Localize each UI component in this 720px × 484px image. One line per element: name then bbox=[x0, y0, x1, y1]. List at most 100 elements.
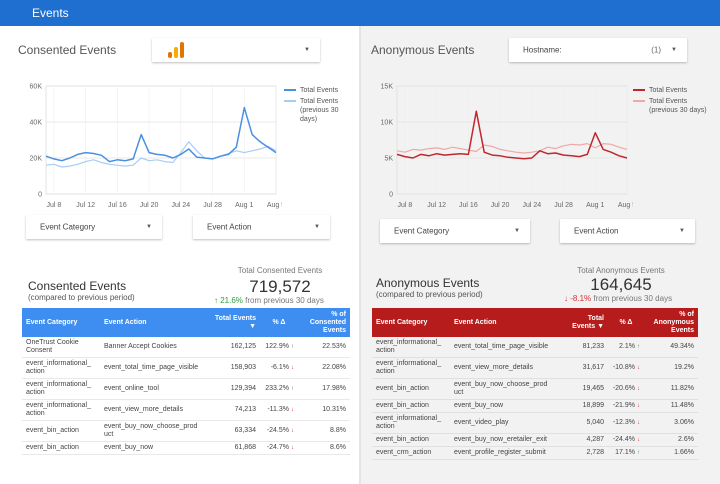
col-header-pct-of-events[interactable]: % of Consented Events bbox=[298, 308, 350, 337]
anonymous-metric-value: 164,645 bbox=[590, 275, 652, 294]
cell-event-action: Banner Accept Cookies bbox=[100, 337, 208, 358]
cell-total-events-text: 74,213 bbox=[234, 406, 256, 413]
consented-chart-svg: 0 20K 40K 60K Jul 8 Jul 12 Jul 16 Jul 20 Jul 24 J… bbox=[30, 84, 282, 210]
series-line-previous-30-days bbox=[396, 142, 628, 154]
cell-pct-of-events-text: 22.53% bbox=[322, 343, 346, 350]
cell-total-events-text: 31,617 bbox=[582, 364, 604, 371]
col-header-total-events[interactable]: Total Events ▼ bbox=[562, 308, 608, 337]
event-category-filter[interactable]: Event Category ▼ bbox=[26, 215, 162, 239]
down-arrow-icon: ↓ bbox=[637, 420, 640, 426]
cell-total-events: 74,213 bbox=[208, 399, 260, 421]
cell-event-category: OneTrust Cookie Consent bbox=[22, 337, 100, 358]
table-row[interactable]: event_informational_ action event_total_t… bbox=[22, 357, 350, 379]
cell-total-events-text: 4,287 bbox=[586, 436, 604, 443]
y-tick-label: 40K bbox=[30, 120, 43, 127]
table-row[interactable]: event_bin_action event_buy_now 61,868 -24.7… bbox=[22, 441, 350, 455]
panel-divider bbox=[359, 26, 361, 484]
property-selector[interactable]: ▼ bbox=[152, 38, 320, 62]
cell-pct-delta-text: -20.6% bbox=[612, 385, 635, 392]
cell-total-events: 63,334 bbox=[208, 420, 260, 442]
anonymous-section-title: Anonymous Events bbox=[376, 276, 480, 290]
up-arrow-icon: ↑ bbox=[291, 344, 294, 350]
event-category-filter[interactable]: Event Category ▼ bbox=[380, 219, 530, 243]
cell-pct-of-events-text: 19.2% bbox=[674, 364, 694, 371]
table-row[interactable]: event_informational_ action event_online_… bbox=[22, 378, 350, 400]
cell-total-events: 19,465 bbox=[562, 378, 608, 400]
x-tick-label: Jul 12 bbox=[427, 202, 446, 209]
cell-pct-delta-text: -12.3% bbox=[612, 419, 635, 426]
table-row[interactable]: event_bin_action event_buy_now_eretailer_… bbox=[372, 433, 698, 447]
cell-event-action-text: event_buy_now_choose_prod uct bbox=[104, 423, 198, 438]
cell-event-action: event_video_play bbox=[450, 412, 562, 434]
anonymous-chart-legend: Total Events Total Events (previous 30 d… bbox=[633, 86, 717, 117]
cell-event-action-text: event_buy_now bbox=[454, 402, 504, 409]
cell-total-events-text: 81,233 bbox=[582, 343, 604, 350]
down-arrow-icon: ↓ bbox=[291, 407, 294, 413]
up-arrow-icon: ↑ bbox=[214, 296, 218, 305]
table-row[interactable]: event_bin_action event_buy_now 18,899 -21.9… bbox=[372, 399, 698, 413]
table-header-row: Event Category Event Action Total Events… bbox=[22, 308, 350, 337]
anonymous-section-subtitle: (compared to previous period) bbox=[376, 290, 483, 299]
table-row[interactable]: event_bin_action event_buy_now_choose_pro… bbox=[372, 378, 698, 400]
table-row[interactable]: event_bin_action event_buy_now_choose_pro… bbox=[22, 420, 350, 442]
col-header-event-action[interactable]: Event Action bbox=[450, 308, 562, 337]
cell-event-category-text: event_bin_action bbox=[376, 402, 429, 409]
cell-event-category: event_bin_action bbox=[22, 441, 100, 455]
col-header-total-events[interactable]: Total Events ▼ bbox=[208, 308, 260, 337]
cell-pct-delta: -11.3% ↓ bbox=[260, 399, 298, 421]
col-header-event-action[interactable]: Event Action bbox=[100, 308, 208, 337]
x-tick-label: Aug 5 bbox=[618, 202, 633, 209]
hostname-selector[interactable]: Hostname: (1) ▼ bbox=[509, 38, 687, 62]
cell-event-category: event_informational_ action bbox=[372, 357, 450, 379]
legend-swatch bbox=[284, 100, 296, 102]
table-row[interactable]: event_informational_ action event_video_p… bbox=[372, 412, 698, 434]
legend-swatch bbox=[633, 100, 645, 102]
anonymous-panel-title: Anonymous Events bbox=[371, 43, 475, 57]
consented-section-subtitle: (compared to previous period) bbox=[28, 293, 135, 302]
cell-pct-of-events-text: 8.6% bbox=[330, 444, 346, 451]
cell-total-events-text: 18,899 bbox=[582, 402, 604, 409]
col-header-event-category[interactable]: Event Category bbox=[372, 308, 450, 337]
cell-pct-of-events-text: 22.08% bbox=[322, 364, 346, 371]
consented-metric-delta: ↑ 21.6% from previous 30 days bbox=[214, 296, 324, 305]
cell-event-action: event_total_time_page_visible bbox=[450, 337, 562, 358]
cell-pct-delta-text: -24.5% bbox=[266, 427, 289, 434]
cell-event-action-text: event_buy_now_choose_prod uct bbox=[454, 381, 548, 396]
anonymous-line-chart: 0 5K 10K 15K Jul 8 Jul 12 Jul 16 Jul 20 Jul 24 Ju… bbox=[371, 82, 633, 212]
cell-pct-of-events-text: 2.6% bbox=[678, 436, 694, 443]
hostname-selector-count: (1) bbox=[651, 45, 661, 55]
cell-event-category-text: event_crm_action bbox=[376, 449, 432, 456]
table-row[interactable]: OneTrust Cookie Consent Banner Accept Coo… bbox=[22, 337, 350, 358]
cell-event-action-text: event_view_more_details bbox=[104, 406, 183, 413]
y-tick-label: 5K bbox=[384, 156, 393, 163]
x-tick-label: Jul 12 bbox=[76, 202, 95, 209]
col-header-pct-delta[interactable]: % Δ bbox=[260, 308, 298, 337]
y-tick-label: 0 bbox=[389, 192, 393, 199]
page-title: Events bbox=[32, 6, 69, 20]
cell-pct-of-events: 8.6% bbox=[298, 441, 350, 455]
cell-pct-of-events-text: 10.31% bbox=[322, 406, 346, 413]
col-header-pct-delta[interactable]: % Δ bbox=[608, 308, 644, 337]
event-action-filter[interactable]: Event Action ▼ bbox=[560, 219, 695, 243]
cell-event-action: event_profile_register_submit bbox=[450, 446, 562, 460]
cell-pct-of-events-text: 3.06% bbox=[674, 419, 694, 426]
chevron-down-icon: ▼ bbox=[146, 224, 152, 230]
table-row[interactable]: event_informational_ action event_view_mo… bbox=[22, 399, 350, 421]
y-tick-label: 60K bbox=[30, 84, 43, 91]
cell-pct-of-events-text: 17.98% bbox=[322, 385, 346, 392]
x-tick-label: Jul 20 bbox=[140, 202, 159, 209]
col-header-pct-of-events[interactable]: % of Anonymous Events bbox=[644, 308, 698, 337]
cell-event-action-text: event_view_more_details bbox=[454, 364, 533, 371]
x-tick-label: Aug 1 bbox=[235, 202, 253, 209]
cell-event-action: event_buy_now_choose_prod uct bbox=[100, 420, 208, 442]
cell-event-category-text: event_bin_action bbox=[376, 436, 429, 443]
cell-event-action: event_online_tool bbox=[100, 378, 208, 400]
table-row[interactable]: event_informational_ action event_total_t… bbox=[372, 337, 698, 358]
cell-total-events-text: 162,125 bbox=[230, 343, 256, 350]
event-action-filter[interactable]: Event Action ▼ bbox=[193, 215, 330, 239]
table-row[interactable]: event_informational_ action event_view_mo… bbox=[372, 357, 698, 379]
cell-event-category-text: event_informational_ action bbox=[26, 402, 91, 417]
cell-pct-of-events: 19.2% bbox=[644, 357, 698, 379]
table-row[interactable]: event_crm_action event_profile_register_s… bbox=[372, 446, 698, 460]
col-header-event-category[interactable]: Event Category bbox=[22, 308, 100, 337]
